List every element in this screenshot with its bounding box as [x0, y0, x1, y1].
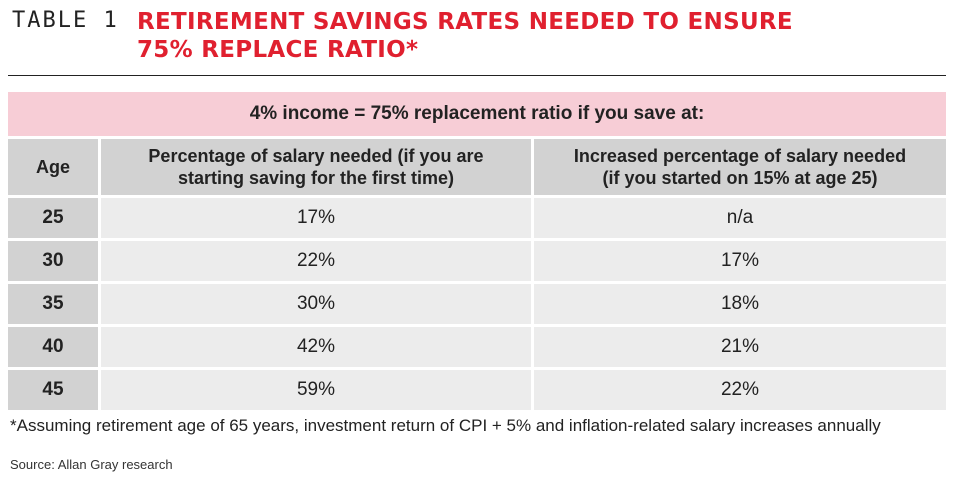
table-row: 40 42% 21% [8, 324, 946, 367]
first-time-cell: 22% [98, 241, 531, 281]
column-header-increased-line-1: Increased percentage of salary needed [573, 146, 907, 166]
table-label: TABLE 1 [12, 8, 119, 33]
column-header-increased: Increased percentage of salary needed (i… [531, 139, 946, 195]
first-time-cell: 30% [98, 284, 531, 324]
increased-cell: 17% [531, 241, 946, 281]
first-time-cell: 17% [98, 198, 531, 238]
age-cell: 45 [8, 370, 98, 410]
column-header-age: Age [8, 139, 98, 195]
increased-cell: 18% [531, 284, 946, 324]
table-title-line-2: 75% REPLACE RATIO* [137, 37, 419, 63]
table-title: RETIREMENT SAVINGS RATES NEEDED TO ENSUR… [137, 8, 793, 64]
footnote: *Assuming retirement age of 65 years, in… [10, 416, 881, 435]
age-cell: 35 [8, 284, 98, 324]
table-row: 25 17% n/a [8, 195, 946, 238]
increased-cell: 22% [531, 370, 946, 410]
increased-cell: n/a [531, 198, 946, 238]
table-row: 35 30% 18% [8, 281, 946, 324]
table-banner: 4% income = 75% replacement ratio if you… [8, 92, 946, 136]
column-header-increased-line-2: (if you started on 15% at age 25) [602, 168, 878, 188]
source-note: Source: Allan Gray research [10, 457, 173, 472]
savings-rates-table: 4% income = 75% replacement ratio if you… [8, 92, 946, 410]
table-row: 45 59% 22% [8, 367, 946, 410]
table-row: 30 22% 17% [8, 238, 946, 281]
first-time-cell: 59% [98, 370, 531, 410]
age-cell: 25 [8, 198, 98, 238]
column-header-first-time-line-1: Percentage of salary needed (if you are [148, 146, 484, 166]
age-cell: 30 [8, 241, 98, 281]
increased-cell: 21% [531, 327, 946, 367]
age-cell: 40 [8, 327, 98, 367]
table-title-line-1: RETIREMENT SAVINGS RATES NEEDED TO ENSUR… [137, 9, 793, 35]
first-time-cell: 42% [98, 327, 531, 367]
column-header-first-time: Percentage of salary needed (if you are … [98, 139, 531, 195]
table-header-row: Age Percentage of salary needed (if you … [8, 136, 946, 195]
column-header-first-time-line-2: starting saving for the first time) [177, 168, 455, 188]
title-divider [8, 75, 946, 76]
